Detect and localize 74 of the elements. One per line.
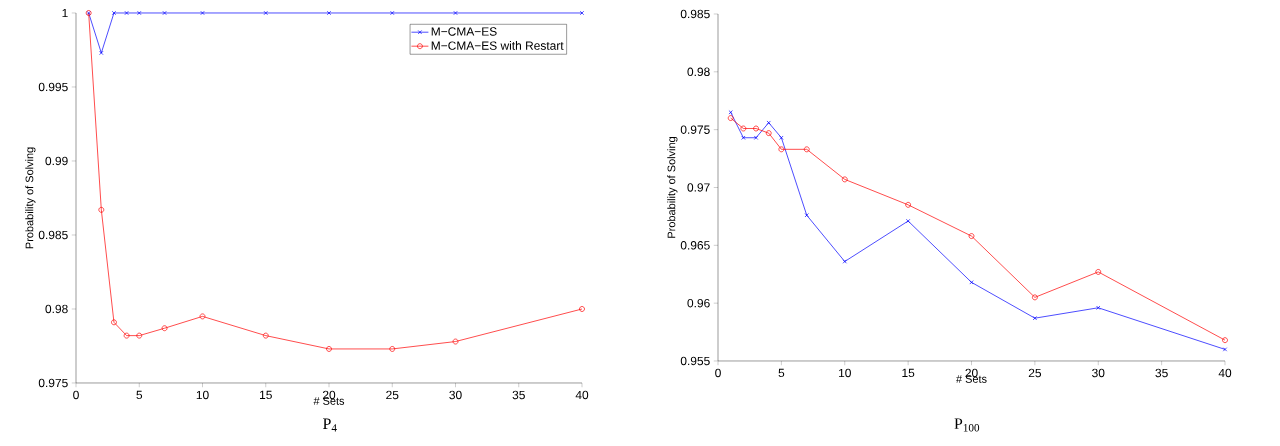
x-tick-label: 30 (1092, 368, 1105, 378)
text: P$_{4}$ (322, 418, 337, 432)
point (741, 135, 746, 140)
point (803, 146, 810, 153)
point (162, 10, 167, 16)
point (779, 135, 784, 140)
legend-label: M−CMA−ES (431, 27, 497, 36)
x-tick-label: 15 (902, 368, 915, 378)
y-tick-label: 0.975 (680, 125, 710, 134)
x-tick-label: 15 (260, 390, 272, 400)
text: P$_{100}$ (954, 418, 980, 432)
point (326, 346, 332, 352)
point (199, 313, 206, 320)
y-tick-label: 0.995 (38, 82, 68, 92)
point (1095, 269, 1102, 275)
x-tick-label: 25 (386, 390, 399, 400)
point (99, 50, 104, 56)
x-tick-label: 5 (136, 390, 143, 400)
point (1096, 305, 1101, 310)
point (111, 10, 117, 16)
point (740, 125, 747, 132)
x-tick-label: 40 (1218, 368, 1232, 378)
point (1032, 294, 1038, 301)
point (766, 120, 771, 125)
x-tick-label: 35 (512, 390, 525, 400)
point (452, 338, 459, 345)
legend-label: M−CMA−ES with Restart (431, 41, 564, 50)
y-tick-label: 0.965 (680, 241, 710, 250)
point (263, 10, 268, 16)
x-tick-label: 30 (449, 390, 462, 400)
point (1032, 316, 1038, 321)
point (200, 10, 205, 16)
x-tick-label: 40 (575, 390, 589, 400)
point (453, 10, 458, 16)
y-tick-label: 0.98 (687, 67, 710, 77)
x-tick-label: 5 (778, 368, 785, 378)
point (804, 213, 809, 218)
y-tick-label: 0.99 (45, 156, 68, 166)
x-tick-label: 0 (715, 368, 721, 378)
x-tick-label: 25 (1028, 368, 1042, 378)
x-tick-label: 35 (1155, 368, 1168, 378)
x-tick-label: 10 (196, 390, 209, 400)
point (968, 233, 975, 239)
y-axis-title: Probability of Solving (25, 147, 36, 249)
y-tick-label: 0.96 (687, 298, 710, 308)
point (390, 10, 395, 16)
y-axis-title: Probability of Solving (667, 137, 678, 238)
point (905, 201, 911, 208)
y-tick-label: 0.985 (680, 9, 710, 19)
point (765, 130, 772, 136)
point (842, 259, 847, 264)
y-tick-label: 1 (62, 8, 68, 18)
y-tick-label: 0.98 (45, 304, 68, 314)
point (136, 332, 143, 339)
point (753, 125, 759, 132)
point (111, 319, 117, 326)
y-tick-label: 0.975 (38, 378, 68, 388)
point (98, 206, 105, 213)
point (778, 146, 785, 153)
point (906, 218, 911, 224)
x-tick-label: 10 (839, 368, 851, 378)
y-tick-label: 0.985 (38, 230, 68, 240)
point (123, 332, 130, 339)
point (124, 10, 129, 16)
point (389, 346, 396, 352)
x-tick-label: 0 (73, 390, 79, 400)
point (753, 135, 759, 140)
point (969, 280, 974, 285)
y-tick-label: 0.97 (687, 183, 710, 192)
y-tick-label: 0.955 (680, 356, 710, 366)
point (262, 332, 269, 339)
point (137, 10, 142, 16)
point (841, 176, 848, 183)
point (161, 325, 168, 332)
